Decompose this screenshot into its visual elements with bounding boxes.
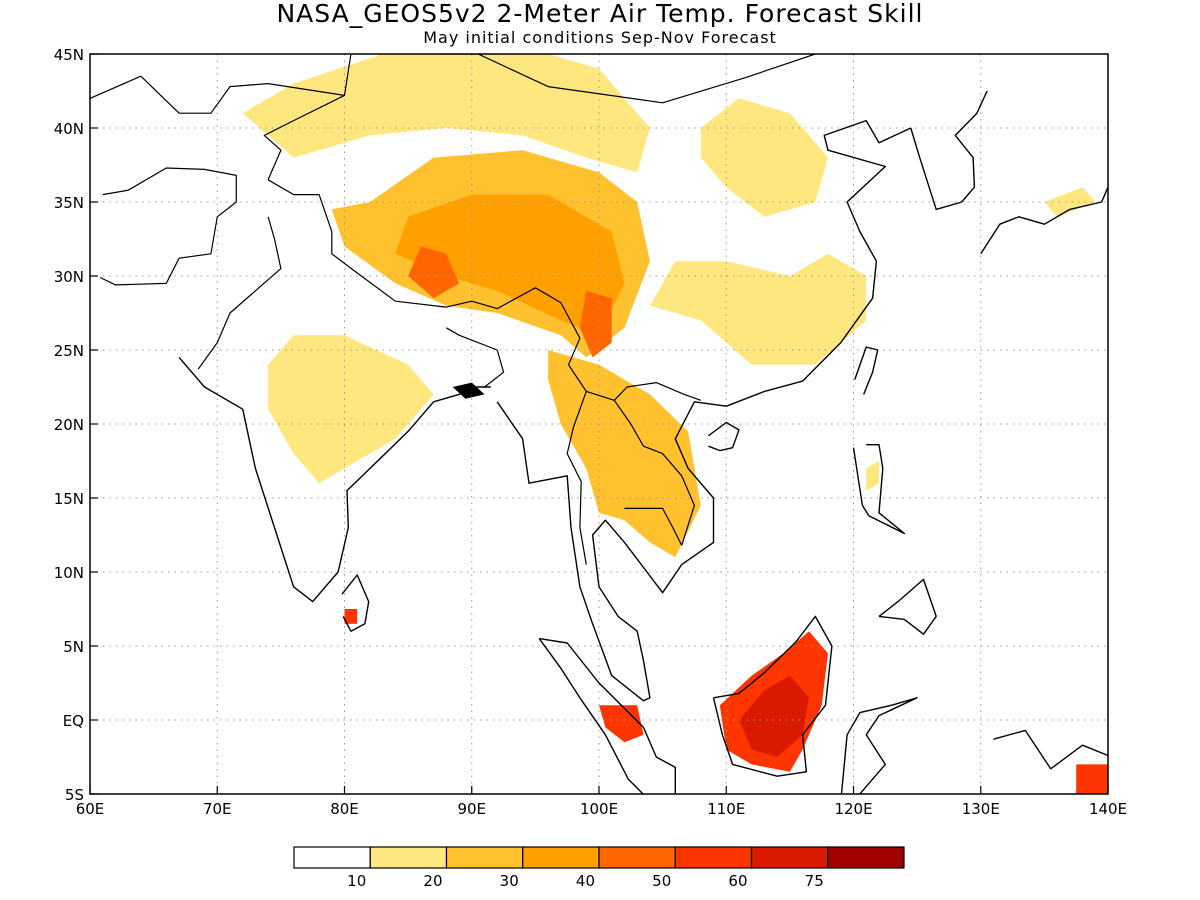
skill-region-tibet-core (395, 194, 625, 336)
afghan-border (99, 167, 237, 286)
lon-tick-label-140: 140E (1089, 800, 1127, 818)
lon-tick-label-120: 120E (834, 800, 872, 818)
colorbar-label-10: 10 (347, 872, 366, 890)
colorbar-swatch-4 (598, 846, 676, 869)
latitude-ticks: 45N 40N 35N 30N 25N 20N 15N 10N 5N EQ 5S (54, 46, 98, 804)
map-title: NASA_GEOS5v2 2-Meter Air Temp. Forecast … (276, 0, 924, 28)
borneo-coast (712, 615, 833, 777)
hainan-coast (707, 421, 740, 452)
lat-tick-label-10: 10N (54, 564, 84, 582)
sumatra-coast (538, 637, 676, 794)
colorbar-swatch-0 (293, 846, 371, 869)
colorbar-swatch-2 (445, 846, 524, 869)
lon-tick-label-70: 70E (203, 800, 232, 818)
sulawesi-coast (840, 697, 918, 794)
skill-region-tibet-center (408, 246, 459, 299)
lon-tick-label-130: 130E (962, 800, 1000, 818)
coastlines (178, 90, 1108, 794)
myanmar-thailand-border (566, 391, 587, 565)
gridlines (90, 54, 1108, 794)
taiwan-coast (854, 346, 879, 395)
lat-tick-label-0: EQ (63, 712, 84, 730)
nepal-bangladesh-borders (445, 327, 505, 388)
colorbar-label-75: 75 (805, 872, 824, 890)
colorbar-label-30: 30 (500, 872, 519, 890)
skill-region-sri-lanka (344, 609, 358, 624)
skill-region-yunnan-max (579, 290, 612, 358)
korea-coast (910, 90, 988, 211)
lat-tick-label-45: 45N (54, 46, 84, 64)
lon-tick-label-100: 100E (580, 800, 618, 818)
lat-tick-label-30: 30N (54, 268, 84, 286)
lat-tick-label-35: 35N (54, 194, 84, 212)
skill-region-luzon-patch (866, 461, 879, 491)
skill-region-indochina (548, 350, 701, 558)
skill-region-new-guinea-patch (1076, 764, 1108, 794)
skill-region-borneo-inner (739, 675, 809, 757)
india-coast (178, 356, 491, 603)
country-borders (90, 54, 816, 565)
lat-tick-label-40: 40N (54, 120, 84, 138)
luzon-coast (852, 444, 906, 535)
colorbar-label-20: 20 (423, 872, 442, 890)
ganges-delta-mark (452, 382, 485, 399)
colorbar-label-50: 50 (652, 872, 671, 890)
japan-coast (980, 186, 1108, 255)
skill-region-sumatra-patch (599, 705, 644, 743)
indochina-coast (496, 119, 912, 702)
laos-vietnam-border (613, 399, 696, 546)
lat-tick-label-5: 5N (63, 638, 84, 656)
lon-tick-label-80: 80E (330, 800, 359, 818)
skill-region-se-china-band (649, 253, 867, 365)
lon-tick-label-60: 60E (76, 800, 105, 818)
mindanao-coast (878, 578, 937, 635)
china-west-border (263, 54, 352, 181)
china-mongolia-border (439, 54, 816, 104)
kazakh-border (90, 75, 345, 114)
new-guinea-coast (993, 729, 1108, 770)
colorbar-swatch-6 (750, 846, 829, 869)
lon-tick-label-90: 90E (457, 800, 486, 818)
longitude-ticks: 60E 70E 80E 90E 100E 110E 120E 130E 140E (76, 786, 1127, 818)
lat-tick-label--5: 5S (65, 786, 84, 804)
lon-tick-label-110: 110E (707, 800, 745, 818)
skill-region-north-china (700, 98, 828, 217)
skill-region-india-central (268, 335, 434, 484)
lat-tick-label-20: 20N (54, 416, 84, 434)
skill-region-japan-patch (1044, 187, 1096, 217)
skill-region-tianshan-band (242, 54, 650, 173)
sri-lanka-coast (341, 574, 370, 632)
colorbar-label-60: 60 (728, 872, 747, 890)
colorbar: 10 20 30 40 50 60 75 (293, 846, 905, 890)
colorbar-label-40: 40 (576, 872, 595, 890)
colorbar-swatch-1 (369, 846, 448, 869)
map-subtitle: May initial conditions Sep-Nov Forecast (423, 28, 777, 47)
india-pakistan-border (197, 216, 282, 370)
colorbar-swatch-7 (827, 846, 905, 869)
skill-fill-layer (242, 54, 1108, 794)
thai-cambodia-border (624, 507, 683, 546)
colorbar-swatch-3 (522, 846, 600, 869)
lat-tick-label-25: 25N (54, 342, 84, 360)
india-china-border (267, 179, 562, 310)
colorbar-swatch-5 (674, 846, 753, 869)
lat-tick-label-15: 15N (54, 490, 84, 508)
